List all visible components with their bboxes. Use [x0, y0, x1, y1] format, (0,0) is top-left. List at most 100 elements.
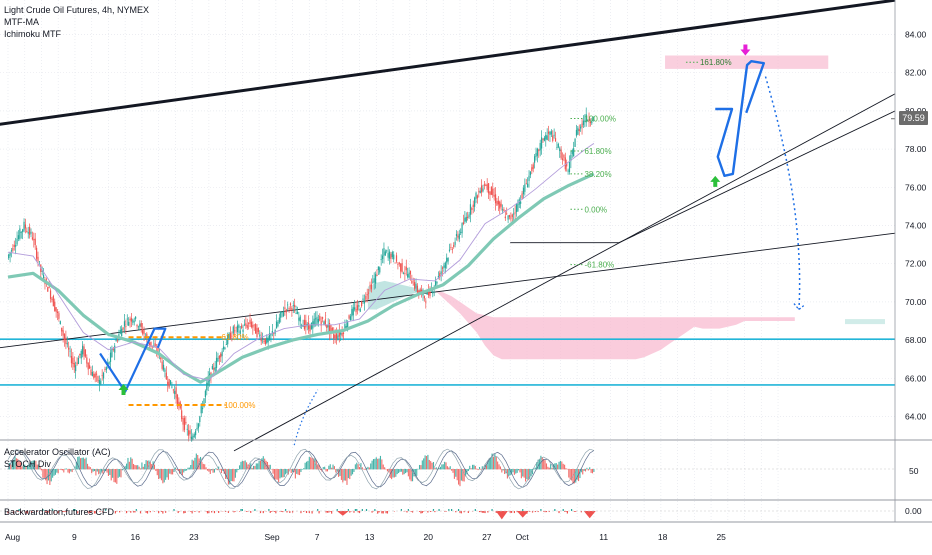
ac-bar — [547, 467, 548, 470]
candle-body — [383, 248, 384, 256]
projection-path-right[interactable] — [715, 61, 764, 176]
ac-bar — [370, 463, 371, 469]
current-price-tag: 79.59 — [899, 111, 928, 125]
candle-body — [35, 239, 36, 245]
candle-body — [414, 282, 415, 289]
candle-body — [454, 242, 455, 245]
ac-bar — [312, 458, 313, 469]
time-tick-label: 18 — [658, 532, 668, 542]
bw-bar — [208, 511, 209, 513]
candle-body — [489, 192, 490, 195]
bw-bar — [420, 511, 421, 513]
bw-bar — [239, 511, 240, 512]
candle-body — [399, 263, 400, 264]
ac-bar — [182, 469, 183, 475]
legend-mtf-ma[interactable]: MTF-MA — [4, 16, 149, 28]
ac-bar — [379, 458, 380, 469]
ac-bar — [493, 457, 494, 470]
candle-body — [385, 251, 386, 255]
ac-bar — [525, 469, 526, 482]
ac-bar — [155, 469, 156, 471]
osc-legend: Accelerator Oscillator (AC) STOCH Div — [4, 446, 111, 470]
candle-body — [556, 147, 557, 148]
candle-body — [513, 214, 514, 215]
backwardation-panel[interactable] — [0, 509, 895, 519]
candle-body — [348, 315, 349, 318]
ac-bar — [476, 469, 477, 470]
candle-body — [196, 428, 197, 430]
legend-accelerator[interactable]: Accelerator Oscillator (AC) — [4, 446, 111, 458]
ac-bar — [44, 469, 45, 479]
candle-body — [561, 150, 562, 159]
legend-ichimoku[interactable]: Ichimoku MTF — [4, 28, 149, 40]
candle-body — [110, 353, 111, 362]
candle-body — [547, 135, 548, 140]
ac-bar — [42, 469, 43, 478]
candle-body — [195, 431, 196, 435]
ac-bar — [111, 469, 112, 480]
candle-body — [411, 281, 412, 284]
candle-body — [372, 282, 373, 283]
bw-bar — [355, 509, 356, 511]
candle-body — [396, 255, 397, 261]
candle-body — [43, 275, 44, 278]
main-chart-title[interactable]: Light Crude Oil Futures, 4h, NYMEX — [4, 4, 149, 16]
candle-body — [173, 390, 174, 391]
ac-bar — [119, 469, 120, 477]
ac-bar — [504, 469, 505, 474]
ac-bar — [522, 469, 523, 476]
fib-level-label: 0.00% — [584, 205, 607, 214]
candle-body — [26, 231, 27, 232]
candle-body — [265, 338, 266, 344]
candle-body — [53, 296, 54, 306]
ac-bar — [113, 469, 114, 482]
candle-body — [79, 354, 80, 355]
candle-body — [354, 307, 355, 309]
candle-body — [16, 239, 17, 245]
oscillator-panel[interactable] — [0, 449, 895, 489]
rising-support-line-1[interactable] — [234, 94, 895, 451]
ac-bar — [419, 465, 420, 469]
ac-bar — [238, 469, 239, 470]
candle-body — [50, 290, 51, 298]
ac-bar — [112, 469, 113, 478]
bw-bar — [140, 511, 141, 513]
ac-bar — [161, 469, 162, 480]
buy-arrow-right[interactable] — [710, 176, 720, 187]
ac-bar — [206, 467, 207, 469]
candle-body — [342, 333, 343, 336]
candle-body — [355, 309, 356, 312]
candle-body — [171, 387, 172, 388]
bw-bar — [115, 511, 116, 513]
ac-bar — [245, 460, 246, 469]
ac-bar — [252, 468, 253, 469]
projection-small-dotted — [294, 390, 317, 445]
legend-backwardation[interactable]: Backwardation,futures CFD — [4, 506, 114, 518]
bw-bar — [563, 509, 564, 511]
candle-body — [305, 320, 306, 327]
ac-bar — [194, 458, 195, 470]
candle-body — [427, 293, 428, 295]
candle-body — [297, 312, 298, 314]
rising-support-line-2[interactable] — [619, 111, 895, 243]
lower-channel-trendline[interactable] — [0, 233, 895, 348]
ac-bar — [542, 457, 543, 469]
ac-bar — [436, 467, 437, 469]
projection-drop-dotted[interactable] — [765, 77, 799, 310]
sell-arrow[interactable] — [740, 45, 750, 56]
price-tick-label: 70.00 — [905, 297, 927, 307]
time-tick-label: 13 — [365, 532, 375, 542]
legend-stoch-div[interactable]: STOCH Div — [4, 458, 111, 470]
candle-body — [425, 301, 426, 302]
price-tick-label: 78.00 — [905, 144, 927, 154]
bw-spike — [584, 511, 596, 518]
candle-body — [580, 127, 581, 129]
candle-body — [23, 222, 24, 231]
ac-bar — [432, 463, 433, 470]
candle-body — [558, 144, 559, 148]
ac-bar — [139, 467, 140, 470]
ac-bar — [451, 469, 452, 471]
ac-bar — [473, 465, 474, 470]
candle-body — [280, 312, 281, 318]
main-legend: Light Crude Oil Futures, 4h, NYMEX MTF-M… — [4, 4, 149, 40]
